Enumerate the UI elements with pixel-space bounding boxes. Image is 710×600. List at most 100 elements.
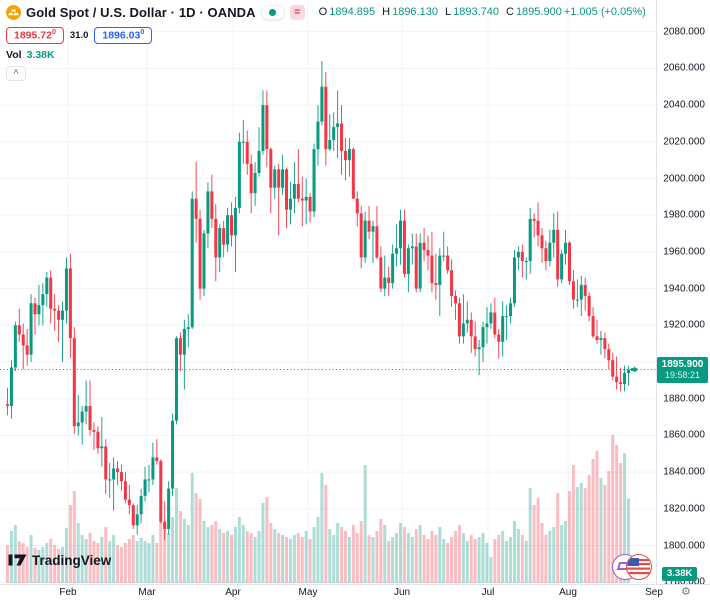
candle-body (595, 336, 599, 340)
volume-bar (481, 533, 485, 583)
candle-body (131, 505, 135, 526)
price-axis-label: 1960.000 (663, 246, 705, 258)
price-axis[interactable]: 2080.000 2060.000 2040.000 2020.000 2000.000… (656, 0, 710, 588)
volume-bar (273, 529, 277, 583)
volume-bar (516, 529, 520, 583)
volume-bar (434, 535, 438, 583)
open-value: 1894.895 (329, 6, 376, 18)
legend-collapse-button[interactable]: ^ (6, 66, 26, 81)
candle-body (245, 141, 249, 164)
candle-body (261, 105, 265, 151)
volume-bar (178, 511, 182, 583)
volume-indicator-value: 3.38K (26, 49, 55, 61)
volume-bar (41, 547, 45, 583)
volume-bar (159, 521, 163, 583)
volume-bar (579, 483, 583, 583)
volume-bar (328, 529, 332, 583)
candle-body (127, 499, 131, 506)
candle-body (497, 334, 501, 342)
volume-bar (422, 535, 426, 583)
volume-bar (544, 535, 548, 583)
candle-body (536, 220, 540, 236)
volume-bar (599, 478, 603, 583)
volume-bar (218, 529, 222, 583)
tradingview-logo[interactable]: TradingView (8, 552, 111, 568)
candle-body (516, 251, 520, 258)
volume-bar (552, 527, 556, 583)
candle-body (29, 303, 33, 355)
axis-settings-gear-icon[interactable]: ⚙ (681, 586, 691, 598)
volume-bar (615, 445, 619, 583)
volume-bar (155, 543, 159, 583)
candle-body (112, 468, 116, 480)
bar-close-countdown: 19:58:21 (664, 370, 701, 380)
volume-bar (512, 521, 516, 583)
volume-bar (465, 541, 469, 583)
sell-bid-button[interactable]: 1895.720 (6, 26, 64, 45)
volume-bar (497, 535, 501, 583)
volume-bar (607, 471, 611, 583)
tradingview-mark-icon (8, 554, 27, 566)
candle-body (457, 303, 461, 337)
candle-body (406, 248, 410, 274)
time-axis-label-jun: Jun (393, 587, 411, 598)
volume-bar (343, 531, 347, 583)
candle-body (383, 277, 387, 289)
price-axis-label: 1940.000 (663, 283, 705, 295)
volume-bar (304, 531, 308, 583)
volume-bar (108, 541, 112, 583)
volume-bar (265, 497, 269, 583)
volume-bar (214, 521, 218, 583)
volume-bar (21, 543, 25, 583)
candle-body (611, 360, 615, 377)
candle-body (281, 169, 285, 188)
candle-body (324, 86, 328, 150)
volume-bar (438, 527, 442, 583)
candle-body (296, 184, 300, 199)
volume-bar (454, 531, 458, 583)
candle-body (426, 250, 430, 256)
volume-bar (80, 535, 84, 583)
volume-bar (340, 527, 344, 583)
candle-body (265, 105, 269, 150)
price-axis-label: 2000.000 (663, 173, 705, 184)
volume-bar (88, 533, 92, 583)
volume-bar (245, 531, 249, 583)
volume-bar (45, 543, 49, 583)
volume-bar (135, 541, 139, 583)
candle-body (418, 242, 422, 289)
notification-equals-icon[interactable]: = (289, 4, 305, 20)
candle-body (532, 218, 536, 221)
candle-body (626, 369, 630, 374)
volume-bar (292, 535, 296, 583)
volume-bar (324, 485, 328, 583)
candle-body (210, 191, 214, 219)
volume-bar (53, 545, 57, 583)
volume-bar (367, 535, 371, 583)
time-axis[interactable]: ⚙ Feb Mar Apr May Jun Jul Aug Sep (0, 584, 710, 600)
buy-ask-button[interactable]: 1896.030 (94, 26, 153, 45)
volume-bar (198, 499, 202, 583)
candle-body (143, 479, 147, 496)
volume-bar (96, 543, 100, 583)
high-label: H (382, 6, 391, 18)
symbol-title[interactable]: Gold Spot / U.S. Dollar · 1D · OANDA (26, 4, 256, 20)
volume-bar (477, 537, 481, 583)
volume-bar (84, 539, 88, 583)
candle-body (316, 121, 320, 150)
candle-body (387, 277, 391, 284)
volume-bar (355, 533, 359, 583)
volume-bar (591, 459, 595, 583)
candle-body (100, 446, 104, 449)
volume-bar (226, 531, 230, 583)
volume-bar (241, 525, 245, 583)
candle-body (422, 242, 426, 251)
volume-bar (277, 533, 281, 583)
candle-body (300, 198, 304, 201)
time-axis-label-mar: Mar (138, 587, 156, 598)
candle-body (355, 198, 359, 214)
volume-bar (402, 527, 406, 583)
candle-body (9, 367, 13, 407)
volume-bar (560, 525, 564, 583)
